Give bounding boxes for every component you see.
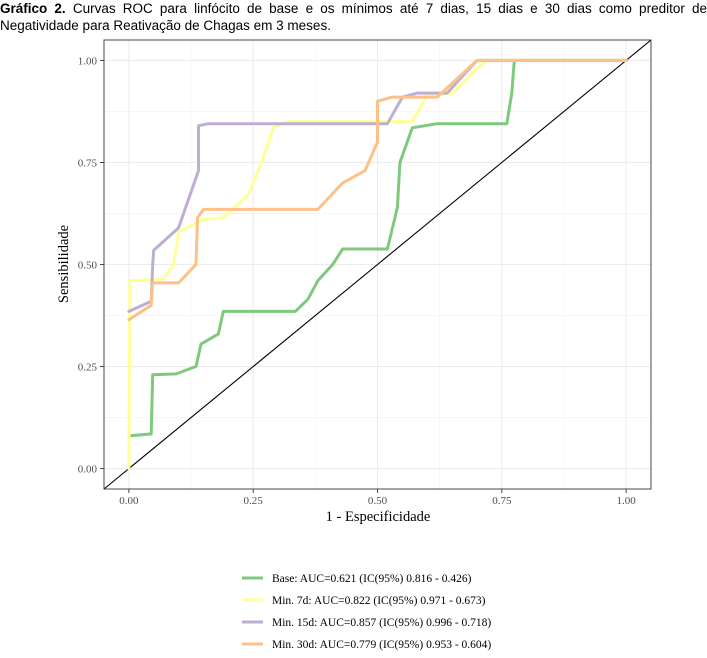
x-tick-label: 0.25: [244, 495, 264, 507]
caption-prefix: Gráfico 2.: [0, 1, 66, 16]
legend-label: Min. 30d: AUC=0.779 (IC(95%) 0.953 - 0.6…: [272, 639, 491, 651]
legend-label: Base: AUC=0.621 (IC(95%) 0.816 - 0.426): [272, 573, 472, 585]
y-tick-label: 1.00: [78, 55, 98, 67]
y-tick-label: 0.25: [78, 362, 98, 374]
roc-curve-series-3: [127, 58, 628, 322]
series-layer: [127, 58, 628, 471]
legend-label: Min. 7d: AUC=0.822 (IC(95%) 0.971 - 0.67…: [272, 595, 486, 607]
y-tick-label: 0.00: [78, 464, 98, 476]
tick-layer: 0.00 0.25 0.50 0.75 1.00 0.00 0.25 0.50 0.75 1.00: [78, 55, 637, 507]
y-axis-title: Sensibilidade: [56, 225, 72, 303]
roc-curve-series-2: [127, 58, 628, 313]
figure-caption: Gráfico 2. Curvas ROC para linfócito de …: [0, 0, 707, 34]
roc-curve-series-1: [127, 58, 628, 471]
y-tick-label: 0.50: [78, 260, 98, 272]
roc-curve-series-0: [127, 58, 628, 438]
legend: Base: AUC=0.621 (IC(95%) 0.816 - 0.426) M…: [242, 573, 491, 651]
diagonal-reference-line: [103, 39, 652, 490]
x-tick-label: 0.50: [368, 495, 388, 507]
caption-text: Curvas ROC para linfócito de base e os m…: [0, 1, 707, 33]
x-tick-label: 0.75: [492, 495, 512, 507]
y-tick-label: 0.75: [78, 157, 98, 169]
x-tick-label: 1.00: [617, 495, 637, 507]
x-axis-title: 1 - Especificidade: [326, 509, 431, 525]
x-tick-label: 0.00: [119, 495, 139, 507]
legend-label: Min. 15d: AUC=0.857 (IC(95%) 0.996 - 0.7…: [272, 617, 491, 629]
diagonal-layer: [103, 39, 652, 490]
